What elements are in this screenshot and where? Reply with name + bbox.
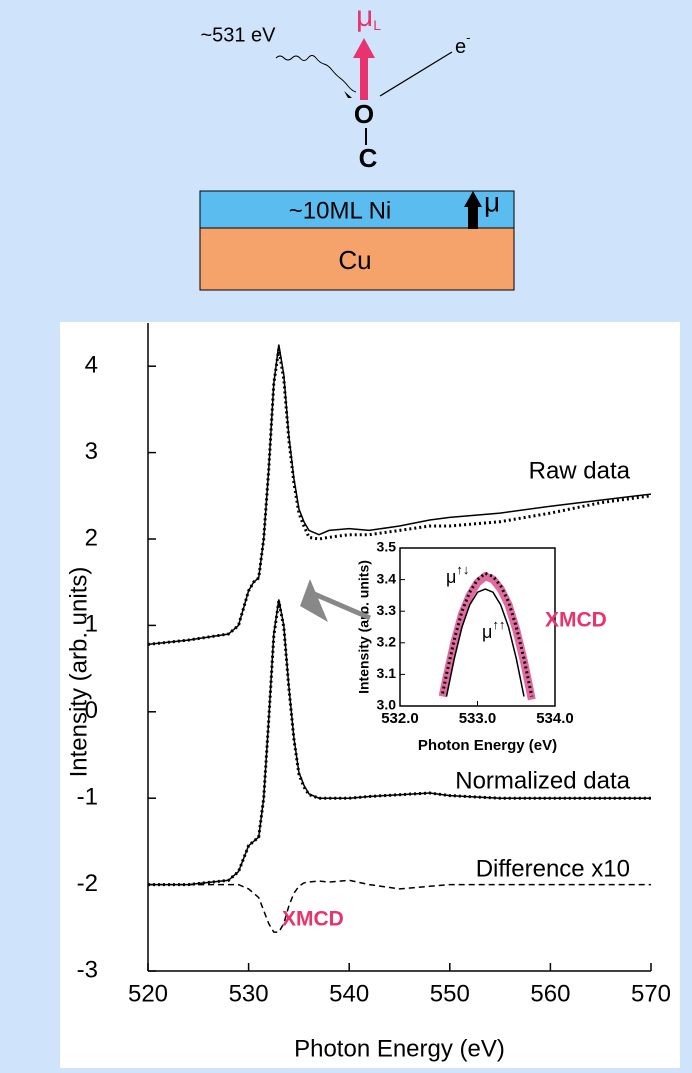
annotation: XMCD bbox=[282, 908, 344, 931]
inset-pointer-head bbox=[300, 579, 328, 622]
inset-y-tick-label: 3.0 bbox=[377, 697, 397, 713]
inset-x-tick-label: 534.0 bbox=[536, 710, 574, 727]
inset-y-tick-label: 3.4 bbox=[377, 570, 397, 586]
chart-panel bbox=[60, 322, 680, 1068]
x-tick-label: 550 bbox=[430, 980, 470, 1007]
ni-moment-arrowhead bbox=[464, 191, 482, 207]
inset-annotation: μ↑↓ bbox=[446, 562, 469, 586]
x-tick-label: 570 bbox=[631, 980, 671, 1007]
main-chart: -3 -2 -1 0 1 2 3 4 520 530 540 550 560 570 Intensity (… bbox=[65, 323, 671, 1062]
oxygen-label: O bbox=[354, 99, 374, 129]
y-tick-label: 4 bbox=[85, 352, 98, 379]
carbon-label: C bbox=[359, 143, 378, 173]
ni-moment-arrow bbox=[468, 205, 478, 229]
cu-substrate bbox=[199, 227, 515, 291]
annotation: Normalized data bbox=[455, 767, 630, 794]
data-line bbox=[148, 600, 651, 887]
moment-symbol: μ bbox=[356, 0, 373, 33]
data-line bbox=[438, 571, 536, 701]
y-tick-label: 1 bbox=[85, 611, 98, 638]
x-axis-label: Photon Energy (eV) bbox=[294, 1035, 505, 1062]
annotation: Raw data bbox=[529, 457, 631, 484]
ni-moment-label: μ bbox=[484, 186, 500, 217]
inset-annotation: μ↑↑ bbox=[482, 617, 505, 641]
inset-chart: 3.0 3.1 3.2 3.3 3.4 3.5 532.0 533.0 534.0 Intensi… bbox=[356, 539, 607, 754]
annotation: Difference x10 bbox=[476, 855, 630, 882]
inset-x-axis-label: Photon Energy (eV) bbox=[418, 737, 557, 754]
spin-arrows: ↑↓ bbox=[456, 562, 469, 577]
photon-wave bbox=[275, 55, 357, 93]
inset-y-tick-label: 3.5 bbox=[377, 539, 397, 555]
electron-charge: - bbox=[466, 30, 470, 45]
electron-path bbox=[379, 51, 453, 97]
y-tick-label: 3 bbox=[85, 438, 98, 465]
mu-symbol: μ bbox=[446, 567, 456, 587]
ni-label: ~10ML Ni bbox=[289, 197, 392, 224]
data-line bbox=[441, 571, 534, 697]
photon-arrowhead bbox=[344, 91, 352, 98]
data-line bbox=[148, 879, 651, 933]
inset-x-tick-label: 532.0 bbox=[381, 710, 419, 727]
x-tick-label: 540 bbox=[329, 980, 369, 1007]
inset-plot bbox=[438, 571, 536, 701]
spin-arrows: ↑↑ bbox=[492, 617, 505, 632]
x-tick-label: 520 bbox=[128, 980, 168, 1007]
inset-x-tick-label: 533.0 bbox=[459, 710, 497, 727]
cu-label: Cu bbox=[338, 245, 371, 275]
y-tick-label: -2 bbox=[77, 870, 98, 897]
moment-label: μL bbox=[356, 0, 381, 33]
inset-annotation: XMCD bbox=[545, 609, 607, 632]
y-axis-label: Intensity (arb. units) bbox=[65, 567, 92, 778]
inset-y-tick-label: 3.2 bbox=[377, 634, 397, 650]
y-tick-label: -3 bbox=[77, 956, 98, 983]
y-tick-label: -1 bbox=[77, 784, 98, 811]
y-tick-label: 0 bbox=[85, 697, 98, 724]
moment-arrowhead bbox=[353, 38, 375, 58]
ni-layer bbox=[199, 190, 515, 229]
inset-y-axis-label: Intensity (arb. units) bbox=[356, 560, 372, 694]
inset-y-tick-label: 3.3 bbox=[377, 602, 397, 618]
data-line bbox=[445, 588, 525, 697]
photon-label: ~531 eV bbox=[200, 24, 276, 46]
y-tick-label: 2 bbox=[85, 524, 98, 551]
data-line bbox=[147, 348, 652, 646]
x-tick-label: 530 bbox=[229, 980, 269, 1007]
inset-pointer bbox=[311, 590, 371, 621]
electron-label: e- bbox=[455, 30, 470, 58]
mu-symbol: μ bbox=[482, 622, 492, 642]
moment-subscript: L bbox=[373, 17, 381, 33]
electron-symbol: e bbox=[455, 36, 466, 58]
x-tick-label: 560 bbox=[530, 980, 570, 1007]
inset-y-tick-label: 3.1 bbox=[377, 665, 397, 681]
